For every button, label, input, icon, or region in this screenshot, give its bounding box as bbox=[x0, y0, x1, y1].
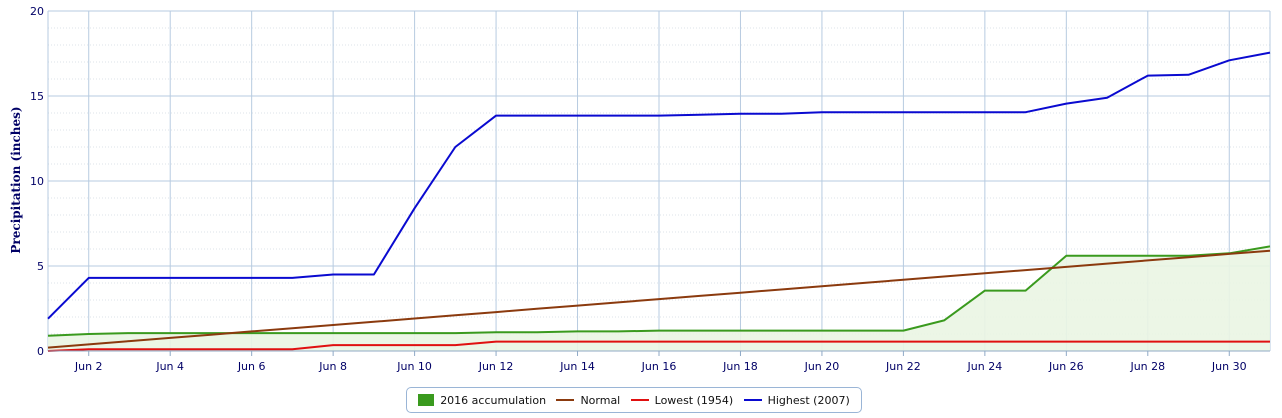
x-tick-label: Jun 30 bbox=[1211, 360, 1247, 373]
chart-legend: 2016 accumulation Normal Lowest (1954) H… bbox=[406, 387, 862, 413]
x-tick-label: Jun 8 bbox=[318, 360, 347, 373]
x-tick-label: Jun 28 bbox=[1129, 360, 1165, 373]
x-tick-label: Jun 6 bbox=[237, 360, 266, 373]
precipitation-chart: 0 5 10 15 20 Jun 2 Jun 4 Jun 6 Jun 8 Jun 10 Jun 12… bbox=[9, 5, 1271, 373]
legend-swatch-lowest bbox=[630, 399, 649, 401]
x-tick-label: Jun 18 bbox=[722, 360, 758, 373]
legend-item-lowest[interactable]: Lowest (1954) bbox=[630, 393, 734, 407]
series-line-2 bbox=[47, 340, 1270, 352]
legend-swatch-2016 bbox=[418, 394, 435, 406]
x-tick-label: Jun 12 bbox=[478, 360, 514, 373]
y-tick-label: 10 bbox=[30, 175, 44, 188]
y-tick-label: 20 bbox=[30, 5, 44, 18]
series-area-0 bbox=[48, 246, 1270, 351]
y-tick-label: 0 bbox=[37, 345, 44, 358]
legend-item-2016[interactable]: 2016 accumulation bbox=[418, 394, 546, 407]
legend-item-normal[interactable]: Normal bbox=[556, 394, 620, 407]
legend-swatch-highest bbox=[743, 399, 762, 401]
x-tick-label: Jun 16 bbox=[641, 360, 677, 373]
x-tick-label: Jun 20 bbox=[804, 360, 840, 373]
legend-label-2016: 2016 accumulation bbox=[440, 393, 547, 407]
y-axis-title: Precipitation (inches) bbox=[9, 106, 23, 253]
x-tick-label: Jun 2 bbox=[74, 360, 103, 373]
x-tick-label: Jun 26 bbox=[1048, 360, 1084, 373]
x-tick-label: Jun 10 bbox=[396, 360, 432, 373]
x-tick-label: Jun 22 bbox=[885, 360, 921, 373]
legend-swatch-normal bbox=[556, 399, 575, 401]
legend-label-normal: Normal bbox=[580, 393, 621, 407]
x-tick-label: Jun 24 bbox=[967, 360, 1003, 373]
series-layer bbox=[47, 51, 1271, 352]
x-tick-label: Jun 4 bbox=[155, 360, 184, 373]
legend-label-highest: Highest (2007) bbox=[767, 393, 850, 407]
series-line-3 bbox=[47, 51, 1271, 320]
y-tick-label: 15 bbox=[30, 90, 44, 103]
axis-layer: 0 5 10 15 20 Jun 2 Jun 4 Jun 6 Jun 8 Jun 10 Jun 12… bbox=[30, 5, 1270, 373]
x-tick-label: Jun 14 bbox=[559, 360, 595, 373]
series-line-0 bbox=[47, 245, 1271, 337]
series-line-1 bbox=[47, 249, 1271, 349]
legend-item-highest[interactable]: Highest (2007) bbox=[743, 393, 850, 407]
legend-label-lowest: Lowest (1954) bbox=[654, 393, 734, 407]
y-tick-label: 5 bbox=[37, 260, 44, 273]
